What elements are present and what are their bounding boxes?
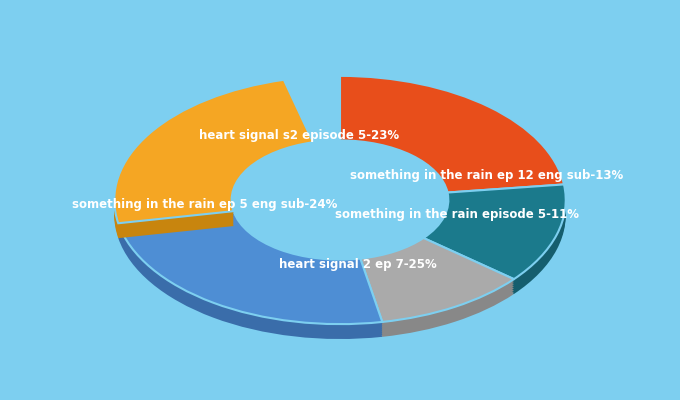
- Wedge shape: [114, 80, 313, 223]
- Wedge shape: [114, 95, 313, 238]
- Wedge shape: [114, 89, 313, 232]
- Wedge shape: [340, 78, 564, 194]
- Wedge shape: [340, 91, 564, 208]
- Wedge shape: [114, 85, 313, 229]
- Wedge shape: [424, 184, 566, 279]
- Wedge shape: [118, 213, 382, 326]
- Wedge shape: [424, 188, 566, 283]
- Wedge shape: [118, 224, 382, 337]
- Wedge shape: [118, 222, 382, 335]
- Text: heart signal s2 episode 5-23%: heart signal s2 episode 5-23%: [199, 129, 399, 142]
- Wedge shape: [360, 247, 514, 331]
- Wedge shape: [424, 190, 566, 285]
- Wedge shape: [424, 192, 566, 286]
- Wedge shape: [360, 246, 514, 329]
- Wedge shape: [118, 226, 382, 339]
- Wedge shape: [118, 219, 382, 332]
- Wedge shape: [114, 84, 313, 227]
- Wedge shape: [118, 220, 382, 334]
- Wedge shape: [114, 91, 313, 234]
- Circle shape: [232, 140, 448, 260]
- Wedge shape: [340, 82, 564, 198]
- Wedge shape: [118, 217, 382, 330]
- Wedge shape: [340, 80, 564, 196]
- Text: something in the rain ep 5 eng sub-24%: something in the rain ep 5 eng sub-24%: [72, 198, 337, 212]
- Wedge shape: [360, 249, 514, 333]
- Wedge shape: [424, 196, 566, 290]
- Wedge shape: [114, 82, 313, 225]
- Wedge shape: [114, 93, 313, 236]
- Wedge shape: [340, 85, 564, 202]
- Wedge shape: [360, 253, 514, 337]
- Wedge shape: [114, 87, 313, 231]
- Wedge shape: [118, 211, 382, 324]
- Wedge shape: [360, 238, 514, 322]
- Wedge shape: [424, 194, 566, 288]
- Text: something in the rain ep 12 eng sub-13%: something in the rain ep 12 eng sub-13%: [350, 169, 624, 182]
- Wedge shape: [424, 198, 566, 292]
- Wedge shape: [118, 215, 382, 328]
- Wedge shape: [340, 83, 564, 200]
- Text: heart signal 2 ep 7-25%: heart signal 2 ep 7-25%: [279, 258, 437, 271]
- Wedge shape: [340, 76, 564, 192]
- Wedge shape: [360, 242, 514, 326]
- Wedge shape: [340, 89, 564, 206]
- Wedge shape: [340, 87, 564, 204]
- Wedge shape: [360, 244, 514, 328]
- Wedge shape: [360, 251, 514, 335]
- Wedge shape: [360, 240, 514, 324]
- Wedge shape: [424, 199, 566, 294]
- Text: something in the rain episode 5-11%: something in the rain episode 5-11%: [335, 208, 579, 221]
- Wedge shape: [424, 186, 566, 281]
